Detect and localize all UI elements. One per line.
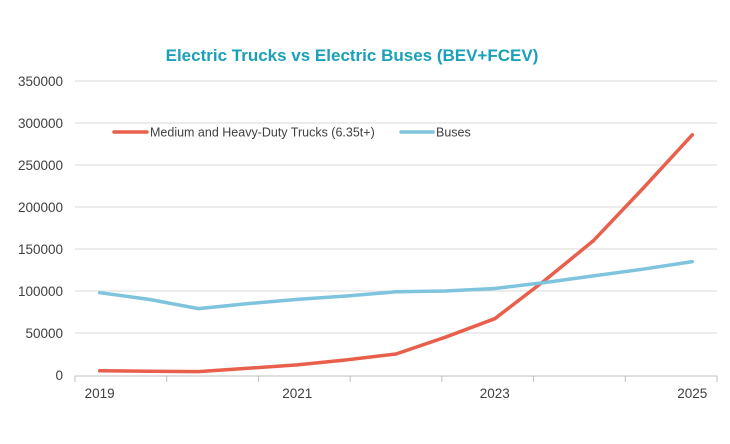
legend: Medium and Heavy-Duty Trucks (6.35t+) Bus… xyxy=(112,126,471,140)
y-tick-label: 250000 xyxy=(18,158,63,173)
y-tick-label: 0 xyxy=(55,368,63,383)
series-lines xyxy=(97,133,695,374)
y-tick-label: 150000 xyxy=(18,242,63,257)
x-tick-label: 2025 xyxy=(677,386,707,401)
chart-title: Electric Trucks vs Electric Buses (BEV+F… xyxy=(166,46,539,65)
series-line-trucks xyxy=(97,133,695,374)
y-axis-ticks: 0 50000 100000 150000 200000 250000 300000 3500… xyxy=(18,74,63,383)
x-tick-label: 2021 xyxy=(282,386,312,401)
x-axis: 2019 2021 2023 2025 xyxy=(74,375,718,401)
grid xyxy=(75,80,717,334)
y-tick-label: 200000 xyxy=(18,200,63,215)
series-line-buses xyxy=(97,259,695,311)
x-tick-label: 2019 xyxy=(85,386,115,401)
y-tick-label: 300000 xyxy=(18,116,63,131)
legend-label-buses: Buses xyxy=(436,126,471,140)
y-tick-label: 350000 xyxy=(18,74,63,89)
y-tick-label: 100000 xyxy=(18,284,63,299)
legend-label-trucks: Medium and Heavy-Duty Trucks (6.35t+) xyxy=(150,126,375,140)
x-tick-label: 2023 xyxy=(480,386,510,401)
y-tick-label: 50000 xyxy=(25,326,63,341)
